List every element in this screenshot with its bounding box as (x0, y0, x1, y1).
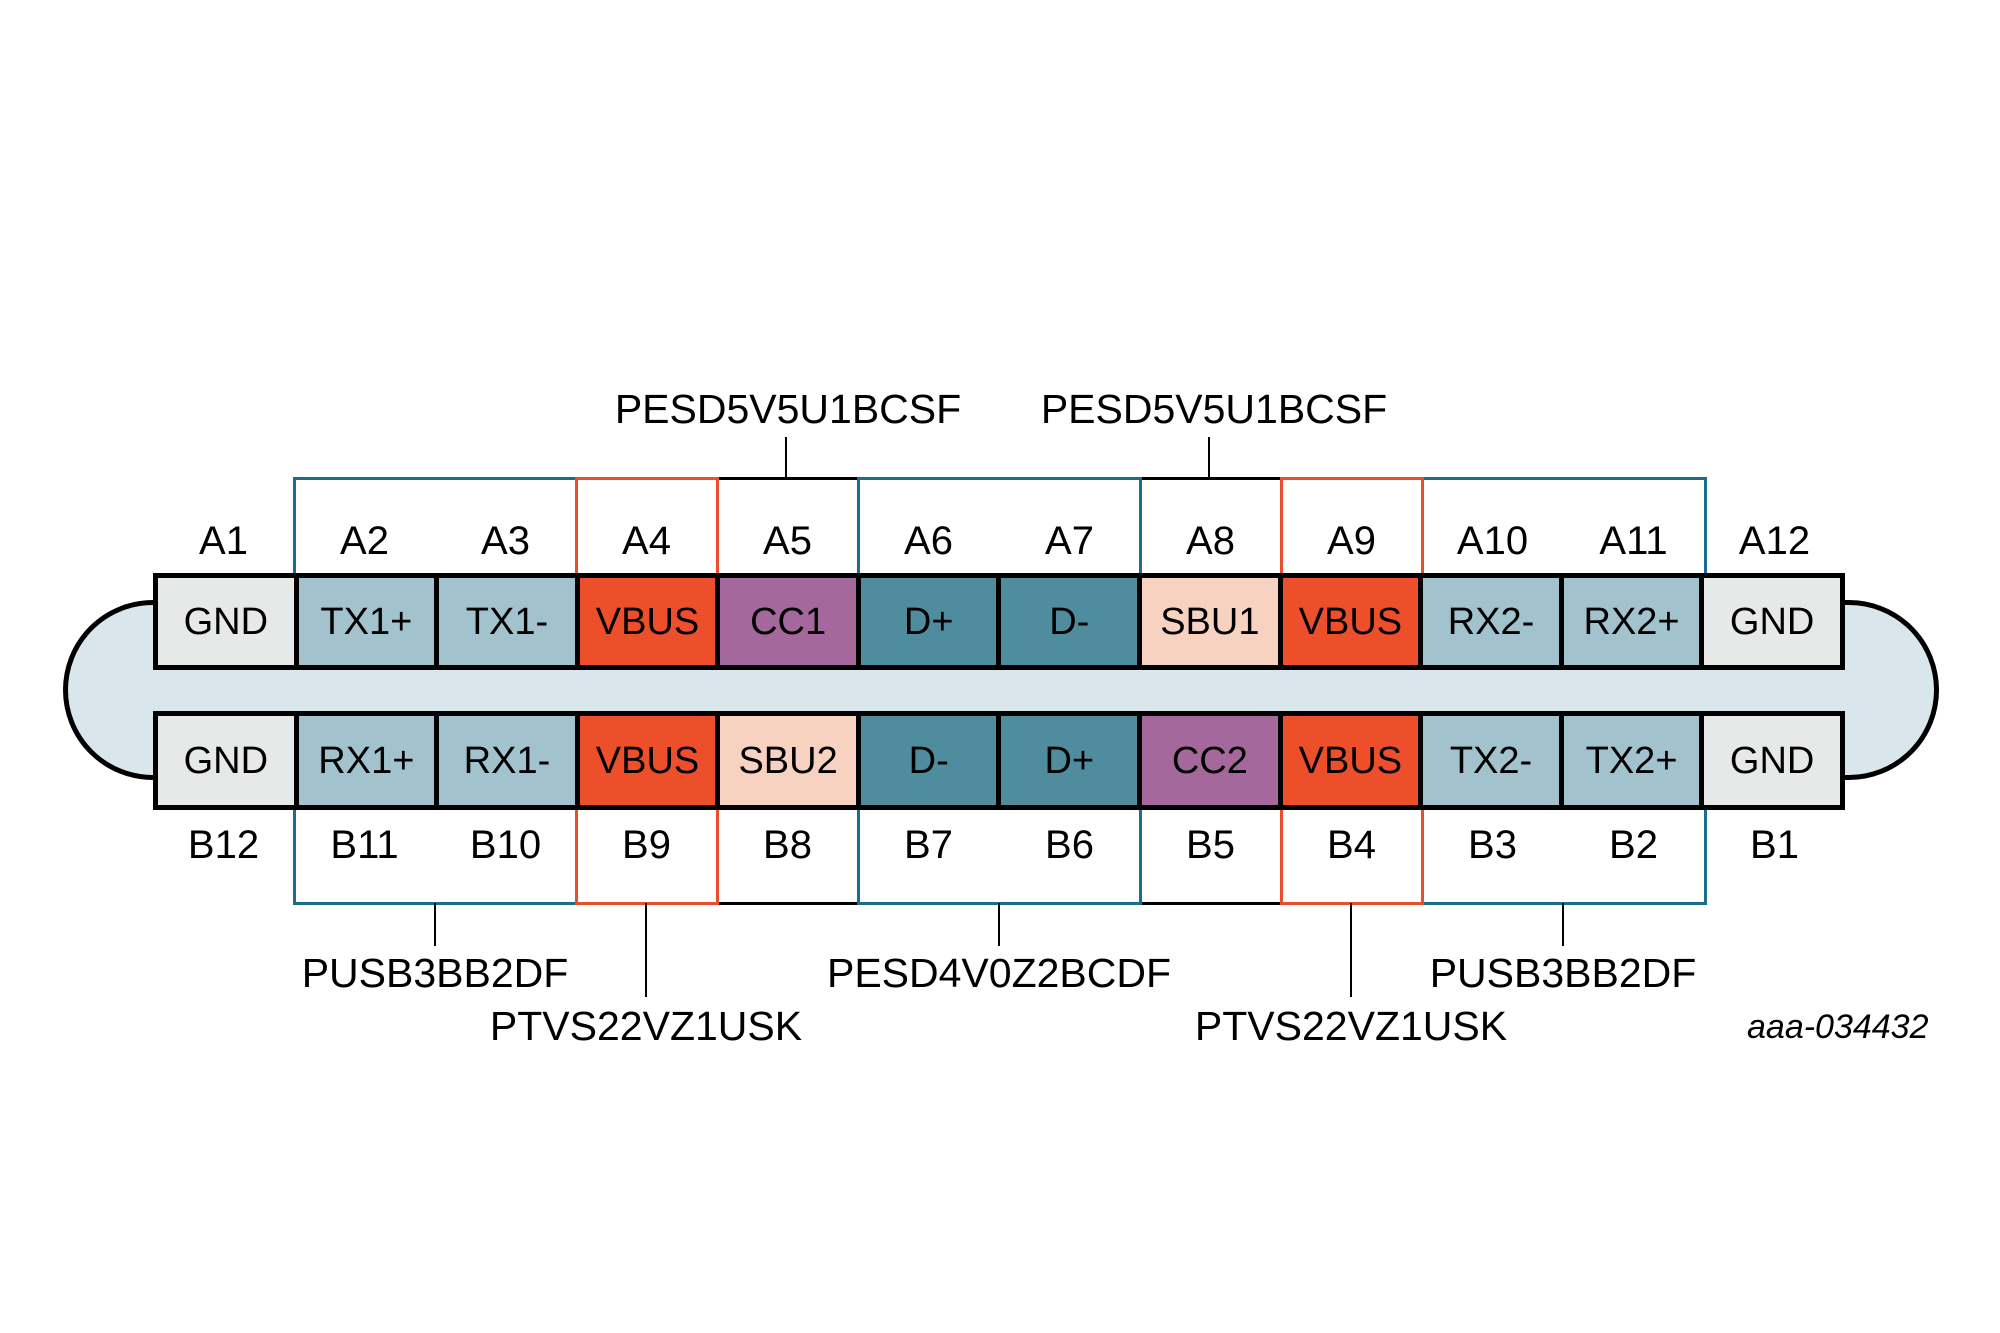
pin-number-b7: B7 (904, 823, 953, 867)
leader-line-b9 (645, 903, 647, 997)
pin-cell-a3: TX1- (439, 578, 575, 665)
pin-cell-b2: TX2+ (1563, 716, 1700, 805)
pin-cell-b8: SBU2 (720, 716, 856, 805)
device-label-pusb3bb2df-2: PUSB3BB2DF (1429, 950, 1697, 996)
figure-code: aaa-034432 (1747, 1008, 1929, 1046)
pin-number-b12: B12 (187, 823, 260, 867)
pin-number-b9: B9 (622, 823, 671, 867)
pin-cell-a11: RX2+ (1563, 578, 1700, 665)
pin-cell-b10: RX1- (439, 716, 575, 805)
pin-cell-a9: VBUS (1282, 578, 1419, 665)
row-b-pin-numbers: B12 B11 B10 B9 B8 B7 B6 B5 B4 B3 B2 B1 (153, 815, 1845, 875)
pin-cell-a10: RX2- (1423, 578, 1559, 665)
leader-line-a5 (785, 437, 787, 479)
pin-cell-a8: SBU1 (1142, 578, 1278, 665)
device-label-ptvs22vz1usk-2: PTVS22VZ1USK (1194, 1003, 1508, 1049)
pin-cell-b12: GND (158, 716, 294, 805)
pin-cell-b1: GND (1704, 716, 1840, 805)
device-label-pesd4v0z2bcdf: PESD4V0Z2BCDF (826, 950, 1172, 996)
pin-cell-a5: CC1 (720, 578, 856, 665)
pin-number-a4: A4 (622, 519, 671, 563)
pin-number-b10: B10 (469, 823, 542, 867)
pin-cell-a1: GND (158, 578, 294, 665)
pin-cell-a2: TX1+ (298, 578, 435, 665)
pin-cell-a12: GND (1704, 578, 1840, 665)
pin-number-a8: A8 (1186, 519, 1235, 563)
row-a-pin-numbers: A1 A2 A3 A4 A5 A6 A7 A8 A9 A10 A11 A12 (153, 511, 1845, 571)
leader-line-b3-b2 (1562, 903, 1564, 946)
device-label-ptvs22vz1usk-1: PTVS22VZ1USK (489, 1003, 803, 1049)
pin-cell-b9: VBUS (579, 716, 716, 805)
pin-number-b6: B6 (1045, 823, 1094, 867)
pin-number-a7: A7 (1045, 519, 1094, 563)
pin-cell-b6: D+ (1001, 716, 1138, 805)
pin-number-a6: A6 (904, 519, 953, 563)
row-b-pins: GND RX1+ RX1- VBUS SBU2 D- D+ CC2 VBUS T… (153, 711, 1845, 810)
pin-number-a3: A3 (481, 519, 530, 563)
pin-cell-b5: CC2 (1142, 716, 1278, 805)
bracket-top-a9 (1279, 477, 1424, 574)
pin-number-b5: B5 (1186, 823, 1235, 867)
leader-line-b4 (1350, 903, 1352, 997)
pin-number-b3: B3 (1468, 823, 1517, 867)
device-label-pesd5v5u1bcsf-2: PESD5V5U1BCSF (1040, 386, 1388, 432)
bracket-top-a4 (574, 477, 719, 574)
pin-cell-b11: RX1+ (298, 716, 435, 805)
device-label-pusb3bb2df-1: PUSB3BB2DF (301, 950, 569, 996)
pin-number-a1: A1 (199, 519, 248, 563)
pin-cell-b3: TX2- (1423, 716, 1559, 805)
bracket-top-a6-a7 (856, 477, 1142, 574)
row-a-pins: GND TX1+ TX1- VBUS CC1 D+ D- SBU1 VBUS R… (153, 573, 1845, 670)
pin-number-b11: B11 (330, 823, 399, 867)
pin-cell-a4: VBUS (579, 578, 716, 665)
pin-cell-b4: VBUS (1282, 716, 1419, 805)
pin-number-b1: B1 (1750, 823, 1799, 867)
pin-number-a2: A2 (340, 519, 389, 563)
leader-line-a8 (1208, 437, 1210, 479)
pin-number-a11: A11 (1599, 519, 1668, 563)
pin-number-b4: B4 (1327, 823, 1376, 867)
pin-number-a10: A10 (1456, 519, 1529, 563)
pin-number-a9: A9 (1327, 519, 1376, 563)
pin-cell-a7: D- (1001, 578, 1138, 665)
pin-number-b2: B2 (1609, 823, 1658, 867)
pin-number-b8: B8 (763, 823, 812, 867)
pin-number-a12: A12 (1738, 519, 1811, 563)
pin-cell-b7: D- (860, 716, 997, 805)
pin-cell-a6: D+ (860, 578, 997, 665)
pin-number-a5: A5 (763, 519, 812, 563)
leader-line-b7-b6 (998, 903, 1000, 946)
device-label-pesd5v5u1bcsf-1: PESD5V5U1BCSF (614, 386, 962, 432)
leader-line-b11-b10 (434, 903, 436, 946)
